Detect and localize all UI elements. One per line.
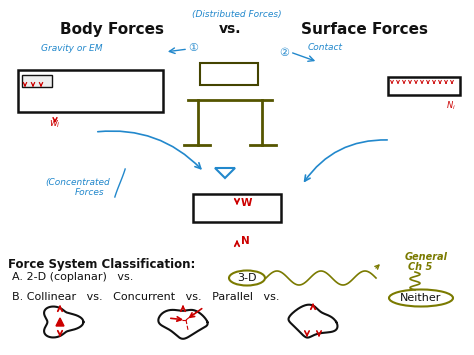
Text: General: General: [405, 252, 448, 262]
Text: ②: ②: [279, 48, 289, 58]
Text: Forces: Forces: [75, 188, 105, 197]
Text: N: N: [241, 236, 250, 246]
Text: Gravity or EM: Gravity or EM: [41, 44, 103, 53]
Text: $w_i$: $w_i$: [49, 118, 61, 130]
Text: B. Collinear   vs.   Concurrent   vs.   Parallel   vs.: B. Collinear vs. Concurrent vs. Parallel…: [12, 292, 290, 302]
Text: Body Forces: Body Forces: [60, 22, 164, 37]
Text: ①: ①: [188, 43, 198, 53]
Text: W: W: [241, 198, 253, 208]
Text: (Concentrated: (Concentrated: [46, 178, 110, 187]
Polygon shape: [56, 318, 64, 326]
Ellipse shape: [229, 271, 265, 285]
Polygon shape: [215, 168, 235, 178]
Bar: [200, 63, 258, 85]
Text: Neither: Neither: [401, 293, 442, 303]
Ellipse shape: [389, 289, 453, 306]
Bar: [22, 75, 52, 87]
Bar: [388, 77, 460, 95]
Bar: [18, 70, 163, 112]
Text: Contact: Contact: [308, 43, 343, 52]
Text: vs.: vs.: [219, 22, 241, 36]
Text: $N_i$: $N_i$: [446, 99, 456, 111]
Text: Ch 5: Ch 5: [408, 262, 432, 272]
Text: (Distributed Forces): (Distributed Forces): [192, 10, 282, 19]
Text: Force System Classification:: Force System Classification:: [8, 258, 195, 271]
Text: A. 2-D (coplanar)   vs.: A. 2-D (coplanar) vs.: [12, 272, 144, 282]
Text: 3-D: 3-D: [237, 273, 257, 283]
Text: Surface Forces: Surface Forces: [301, 22, 428, 37]
Bar: [193, 194, 281, 222]
